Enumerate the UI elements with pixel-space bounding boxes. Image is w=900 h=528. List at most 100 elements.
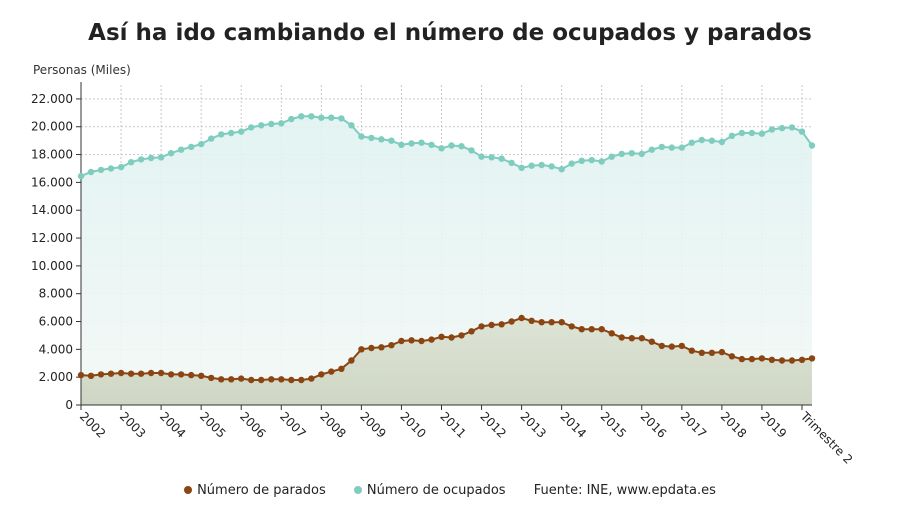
data-point-parados[interactable] bbox=[488, 321, 495, 329]
data-point-parados[interactable] bbox=[177, 371, 185, 378]
data-point-ocupados[interactable] bbox=[608, 153, 615, 160]
data-point-ocupados[interactable] bbox=[678, 144, 685, 151]
data-point-ocupados[interactable] bbox=[448, 142, 455, 149]
data-point-ocupados[interactable] bbox=[87, 168, 95, 176]
data-point-ocupados[interactable] bbox=[77, 172, 85, 180]
data-point-parados[interactable] bbox=[147, 369, 155, 377]
data-point-parados[interactable] bbox=[668, 343, 675, 350]
data-point-ocupados[interactable] bbox=[428, 141, 435, 148]
data-point-parados[interactable] bbox=[228, 376, 235, 383]
data-point-parados[interactable] bbox=[658, 342, 665, 350]
data-point-parados[interactable] bbox=[308, 375, 315, 382]
data-point-parados[interactable] bbox=[618, 334, 625, 341]
data-point-parados[interactable] bbox=[688, 347, 695, 354]
data-point-parados[interactable] bbox=[468, 328, 475, 335]
data-point-parados[interactable] bbox=[498, 321, 505, 328]
data-point-parados[interactable] bbox=[548, 319, 555, 326]
data-point-ocupados[interactable] bbox=[758, 130, 766, 137]
data-point-parados[interactable] bbox=[458, 332, 465, 339]
data-point-parados[interactable] bbox=[538, 319, 545, 326]
data-point-ocupados[interactable] bbox=[368, 134, 375, 142]
data-point-parados[interactable] bbox=[478, 323, 485, 330]
data-point-parados[interactable] bbox=[678, 342, 685, 350]
data-point-parados[interactable] bbox=[127, 370, 135, 377]
data-point-ocupados[interactable] bbox=[147, 154, 155, 162]
data-point-ocupados[interactable] bbox=[198, 140, 205, 148]
data-point-ocupados[interactable] bbox=[498, 155, 505, 162]
data-point-parados[interactable] bbox=[708, 349, 716, 356]
data-point-parados[interactable] bbox=[157, 369, 165, 377]
data-point-ocupados[interactable] bbox=[638, 150, 645, 158]
data-point-parados[interactable] bbox=[628, 335, 635, 342]
data-point-ocupados[interactable] bbox=[548, 163, 555, 170]
data-point-ocupados[interactable] bbox=[568, 160, 575, 167]
data-point-ocupados[interactable] bbox=[688, 139, 695, 146]
data-point-parados[interactable] bbox=[358, 346, 365, 353]
data-point-ocupados[interactable] bbox=[778, 124, 786, 132]
data-point-ocupados[interactable] bbox=[298, 113, 305, 120]
data-point-parados[interactable] bbox=[748, 355, 756, 363]
data-point-parados[interactable] bbox=[588, 326, 595, 333]
data-point-parados[interactable] bbox=[198, 372, 205, 379]
data-point-ocupados[interactable] bbox=[408, 140, 415, 147]
data-point-ocupados[interactable] bbox=[167, 150, 175, 157]
data-point-parados[interactable] bbox=[368, 344, 375, 352]
data-point-ocupados[interactable] bbox=[208, 135, 215, 142]
data-point-ocupados[interactable] bbox=[238, 128, 245, 135]
data-point-ocupados[interactable] bbox=[478, 153, 485, 160]
data-point-ocupados[interactable] bbox=[348, 122, 355, 129]
data-point-ocupados[interactable] bbox=[288, 115, 295, 123]
data-point-ocupados[interactable] bbox=[798, 128, 806, 135]
data-point-parados[interactable] bbox=[578, 326, 585, 333]
data-point-ocupados[interactable] bbox=[228, 129, 235, 137]
data-point-parados[interactable] bbox=[718, 348, 726, 356]
data-point-parados[interactable] bbox=[608, 330, 615, 337]
data-point-ocupados[interactable] bbox=[258, 122, 265, 129]
data-point-parados[interactable] bbox=[638, 335, 645, 342]
data-point-ocupados[interactable] bbox=[488, 154, 495, 161]
data-point-parados[interactable] bbox=[768, 356, 776, 363]
data-point-parados[interactable] bbox=[117, 369, 125, 377]
data-point-parados[interactable] bbox=[508, 318, 515, 325]
data-point-parados[interactable] bbox=[318, 371, 325, 378]
data-point-parados[interactable] bbox=[788, 357, 796, 364]
data-point-parados[interactable] bbox=[558, 319, 565, 326]
data-point-ocupados[interactable] bbox=[458, 143, 465, 150]
data-point-parados[interactable] bbox=[238, 375, 245, 382]
data-point-ocupados[interactable] bbox=[358, 133, 365, 140]
data-point-ocupados[interactable] bbox=[137, 156, 145, 163]
data-point-ocupados[interactable] bbox=[718, 138, 726, 146]
data-point-ocupados[interactable] bbox=[328, 114, 335, 121]
data-point-parados[interactable] bbox=[208, 374, 215, 382]
data-point-parados[interactable] bbox=[328, 368, 335, 375]
data-point-ocupados[interactable] bbox=[628, 150, 635, 157]
data-point-ocupados[interactable] bbox=[338, 115, 345, 122]
data-point-ocupados[interactable] bbox=[218, 131, 225, 138]
data-point-parados[interactable] bbox=[188, 371, 195, 379]
data-point-parados[interactable] bbox=[568, 323, 575, 330]
data-point-ocupados[interactable] bbox=[618, 150, 625, 158]
data-point-ocupados[interactable] bbox=[668, 144, 675, 151]
data-point-parados[interactable] bbox=[598, 326, 605, 333]
data-point-ocupados[interactable] bbox=[508, 159, 515, 167]
data-point-parados[interactable] bbox=[248, 376, 255, 384]
data-point-ocupados[interactable] bbox=[97, 166, 105, 174]
data-point-parados[interactable] bbox=[778, 357, 786, 364]
data-point-ocupados[interactable] bbox=[528, 162, 535, 169]
data-point-ocupados[interactable] bbox=[157, 154, 165, 161]
data-point-ocupados[interactable] bbox=[788, 124, 796, 131]
data-point-ocupados[interactable] bbox=[708, 137, 716, 144]
data-point-parados[interactable] bbox=[87, 372, 95, 379]
data-point-parados[interactable] bbox=[378, 344, 385, 351]
data-point-ocupados[interactable] bbox=[768, 126, 776, 133]
data-point-parados[interactable] bbox=[648, 338, 655, 345]
data-point-ocupados[interactable] bbox=[658, 143, 665, 151]
data-point-parados[interactable] bbox=[728, 353, 736, 360]
data-point-ocupados[interactable] bbox=[438, 145, 445, 152]
data-point-parados[interactable] bbox=[167, 371, 175, 378]
data-point-parados[interactable] bbox=[428, 336, 435, 343]
data-point-parados[interactable] bbox=[808, 355, 816, 362]
data-point-ocupados[interactable] bbox=[278, 120, 285, 127]
data-point-parados[interactable] bbox=[438, 333, 445, 340]
data-point-ocupados[interactable] bbox=[748, 129, 756, 137]
